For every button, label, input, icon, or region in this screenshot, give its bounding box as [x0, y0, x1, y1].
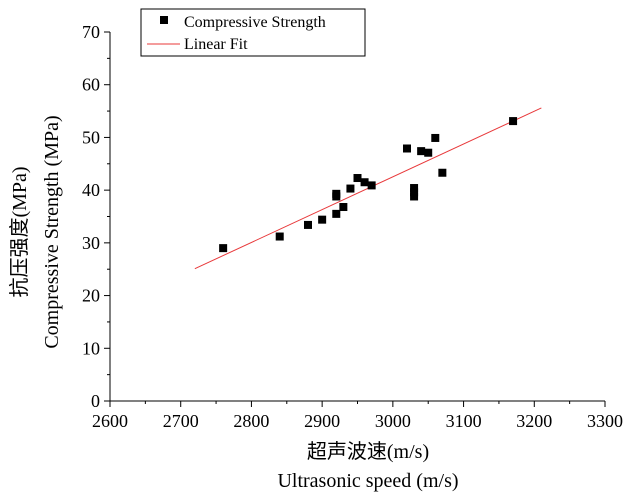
data-point	[339, 203, 348, 212]
y-axis-title-en: Compressive Strength (MPa)	[41, 115, 63, 348]
y-tick-label: 20	[82, 286, 100, 306]
data-point	[353, 174, 362, 183]
data-point	[346, 184, 355, 193]
y-tick-label: 40	[82, 180, 100, 200]
data-point	[509, 117, 518, 126]
legend-label-linear-fit: Linear Fit	[184, 36, 248, 53]
axes: 2600 2700 2800 2900 3000 3100 3200 3300 0 10 20 30 4…	[82, 22, 623, 431]
data-point	[417, 147, 426, 156]
data-point	[360, 178, 369, 187]
data-point	[424, 148, 433, 157]
x-tick-label: 3000	[375, 411, 411, 431]
x-tick-label: 3200	[516, 411, 552, 431]
data-point	[410, 184, 419, 193]
legend-marker-compressive-strength	[160, 16, 168, 24]
data-point	[332, 209, 341, 218]
y-tick-label: 60	[82, 75, 100, 95]
data-point	[410, 188, 419, 197]
x-tick-label: 3300	[587, 411, 623, 431]
data-point	[332, 189, 341, 198]
x-tick-label: 2700	[163, 411, 199, 431]
data-point	[219, 244, 228, 253]
x-tick-label: 2800	[233, 411, 269, 431]
data-point	[304, 220, 312, 229]
y-tick-label: 30	[82, 233, 100, 253]
data-point	[318, 215, 327, 224]
data-point	[367, 181, 376, 190]
legend-box	[140, 8, 366, 57]
data-point	[275, 232, 284, 241]
data-point	[410, 192, 419, 201]
data-point	[431, 133, 440, 142]
y-axis-title-cn: 抗压强度(MPa)	[8, 166, 31, 297]
y-tick-label: 0	[91, 391, 100, 411]
legend-label-compressive-strength: Compressive Strength	[184, 14, 326, 31]
data-point	[403, 144, 411, 153]
y-tick-label: 10	[82, 338, 100, 358]
x-axis-title-cn: 超声波速(m/s)	[307, 440, 429, 463]
x-tick-label: 3100	[446, 411, 482, 431]
x-tick-label: 2600	[92, 411, 128, 431]
x-tick-label: 2900	[304, 411, 340, 431]
y-tick-label: 70	[82, 22, 100, 42]
data-point	[438, 168, 447, 177]
legend: Compressive Strength Linear Fit	[140, 8, 366, 57]
x-axis-title-en: Ultrasonic speed (m/s)	[277, 470, 458, 492]
y-tick-label: 50	[82, 127, 100, 147]
points-layer	[219, 117, 518, 253]
